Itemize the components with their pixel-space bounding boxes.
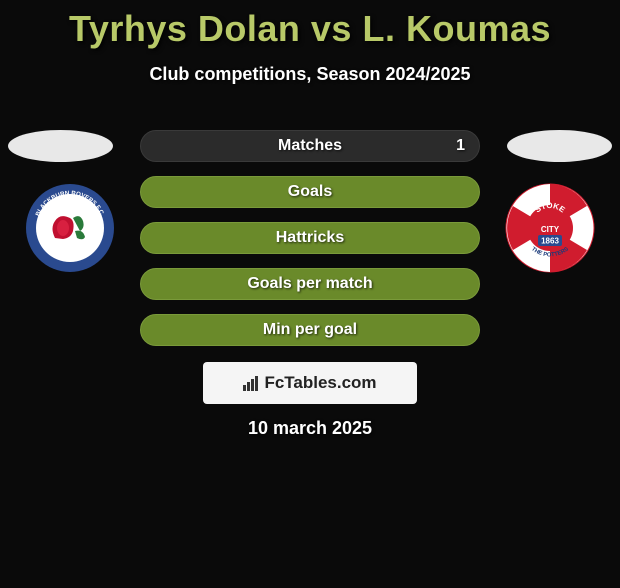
stat-label: Goals per match [247, 275, 372, 293]
bar-chart-icon [243, 376, 258, 391]
ellipse-shadow-right [507, 130, 612, 162]
fctables-logo: FcTables.com [203, 362, 417, 404]
stat-matches: Matches 1 [140, 130, 480, 162]
logo-text: FcTables.com [264, 373, 376, 393]
date-text: 10 march 2025 [0, 418, 620, 439]
vs-text: vs [311, 8, 352, 49]
stat-min-per-goal: Min per goal [140, 314, 480, 346]
club-badge-left: BLACKBURN ROVERS F.C. ARTE ET LABORE [25, 183, 115, 273]
stat-label: Matches [278, 137, 342, 155]
subtitle: Club competitions, Season 2024/2025 [0, 64, 620, 85]
stat-goals: Goals [140, 176, 480, 208]
stat-hattricks: Hattricks [140, 222, 480, 254]
stat-goals-per-match: Goals per match [140, 268, 480, 300]
player1-name: Tyrhys Dolan [69, 8, 300, 49]
stat-label: Hattricks [276, 229, 344, 247]
comparison-title: Tyrhys Dolan vs L. Koumas [0, 8, 620, 50]
svg-text:CITY: CITY [541, 225, 560, 234]
stat-value-right: 1 [456, 137, 465, 155]
stats-container: Matches 1 Goals Hattricks Goals per matc… [140, 130, 480, 360]
stat-label: Goals [288, 183, 332, 201]
player2-name: L. Koumas [362, 8, 551, 49]
stat-label: Min per goal [263, 321, 357, 339]
club-badge-right: STOKE CITY 1863 THE POTTERS [505, 183, 595, 273]
ellipse-shadow-left [8, 130, 113, 162]
svg-text:1863: 1863 [541, 237, 559, 246]
